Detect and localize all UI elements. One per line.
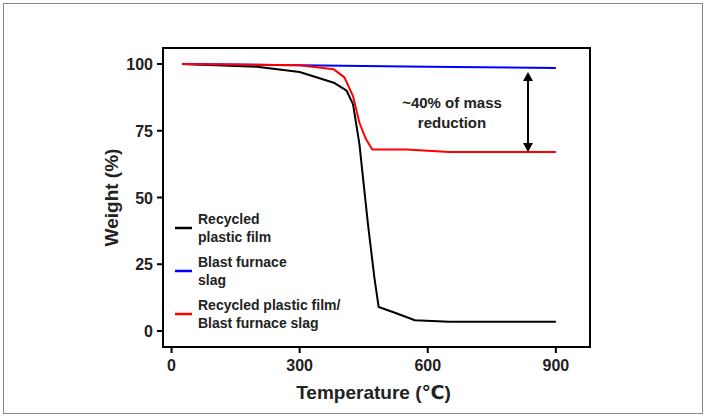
plot-area (182, 64, 556, 322)
x-tick (555, 347, 557, 353)
series-line (182, 64, 556, 322)
arrow-shaft (527, 78, 529, 146)
y-tick (157, 130, 163, 132)
legend-label-line: slag (198, 272, 226, 288)
annotation: ~40% of mass reduction (402, 94, 502, 131)
legend-swatch (175, 270, 192, 273)
x-tick-label: 600 (414, 357, 441, 374)
x-tick-label: 300 (286, 357, 313, 374)
legend-label: Recycled plastic film (198, 211, 271, 245)
legend-label-line: Recycled (198, 211, 259, 227)
y-tick (157, 330, 163, 332)
annotation-line: reduction (418, 114, 486, 131)
y-tick-label: 0 (144, 323, 153, 340)
arrow-head (523, 143, 533, 152)
legend-label: Recycled plastic film/Blast furnace slag (198, 297, 341, 331)
legend-label-line: plastic film (198, 229, 271, 245)
x-tick-label: 0 (167, 357, 176, 374)
legend-swatch (175, 313, 192, 316)
x-tick-label: 900 (542, 357, 569, 374)
plot-frame (163, 48, 590, 347)
y-tick-label: 25 (135, 256, 153, 273)
y-tick-label: 75 (135, 123, 153, 140)
y-tick (157, 63, 163, 65)
x-tick (299, 347, 301, 353)
outer-border (4, 4, 703, 414)
chart: 0 300 600 900 0 25 50 75 100 Temperature (℃) Weigh… (0, 0, 706, 419)
y-tick-label: 100 (126, 56, 153, 73)
y-tick (157, 197, 163, 199)
x-tick (427, 347, 429, 353)
x-tick (171, 347, 173, 353)
legend-label-line: Blast furnace slag (198, 315, 319, 331)
legend-label-line: Blast furnace (198, 254, 287, 270)
annotation-line: ~40% of mass (402, 94, 502, 111)
y-tick (157, 263, 163, 265)
y-axis-label: Weight (%) (101, 149, 122, 247)
arrow-head (523, 72, 533, 81)
legend-label: Blast furnace slag (198, 254, 287, 288)
x-axis-label: Temperature (℃) (296, 382, 451, 403)
legend-swatch (175, 227, 192, 230)
legend: Recycled plastic film Blast furnace slag Rec… (175, 211, 341, 331)
y-tick-label: 50 (135, 190, 153, 207)
legend-label-line: Recycled plastic film/ (198, 297, 341, 313)
series-line (182, 64, 556, 152)
